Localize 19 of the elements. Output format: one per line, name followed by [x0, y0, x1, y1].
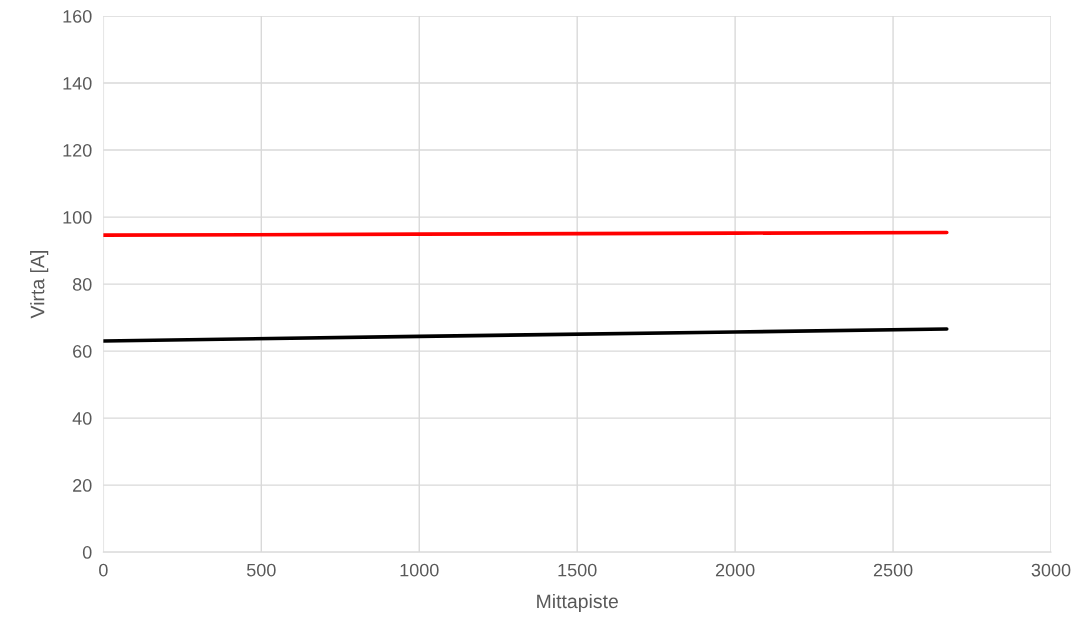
x-tick-label: 3000	[1031, 563, 1071, 577]
y-tick-label: 140	[63, 76, 92, 90]
x-tick-label: 500	[246, 563, 276, 577]
y-tick-label: 0	[82, 546, 92, 559]
line-series	[103, 327, 949, 343]
y-tick-label: 120	[63, 144, 92, 157]
y-tick-label: 100	[63, 211, 92, 224]
y-axis-title: Virta [A]	[30, 251, 49, 319]
x-axis-title: Mittapiste	[537, 593, 618, 613]
y-tick-label: 60	[73, 345, 92, 358]
x-tick-label: 1500	[558, 563, 597, 577]
x-tick-label: 1000	[400, 563, 439, 577]
y-tick-label: 80	[72, 278, 92, 291]
x-tick-label: 0	[99, 563, 108, 577]
y-tick-label: 20	[73, 479, 92, 492]
y-tick-label: 160	[63, 9, 92, 23]
x-tick-label: 2000	[715, 563, 755, 577]
x-tick-label: 2500	[873, 563, 913, 577]
y-tick-label: 40	[72, 412, 92, 425]
